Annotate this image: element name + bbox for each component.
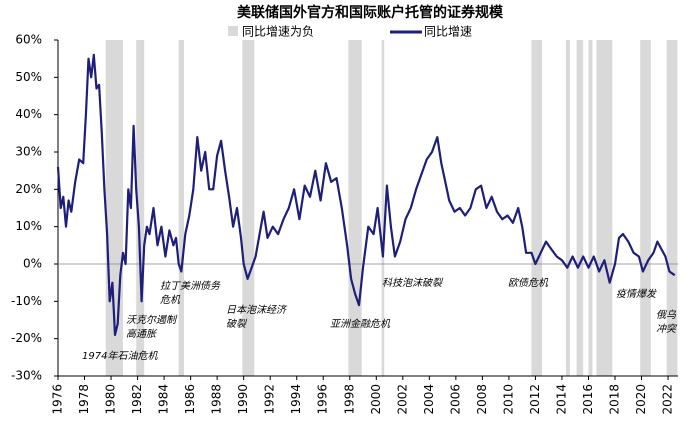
x-tick-label: 1976 xyxy=(51,384,65,415)
y-tick-label: 40% xyxy=(15,107,42,121)
chart-title: 美联储国外官方和国际账户托管的证券规模 xyxy=(237,4,504,21)
y-tick-label: 20% xyxy=(15,182,42,196)
x-tick-label: 2012 xyxy=(528,384,542,415)
x-tick-label: 1982 xyxy=(130,384,144,415)
negative-period xyxy=(588,40,593,376)
x-tick-label: 1990 xyxy=(236,384,250,415)
negative-period xyxy=(381,40,385,376)
y-tick-label: 0% xyxy=(23,257,42,271)
legend-label: 同比增速 xyxy=(424,25,472,39)
y-tick-label: 60% xyxy=(15,33,42,47)
negative-period xyxy=(596,40,613,376)
annotation: 俄乌 xyxy=(656,309,677,321)
y-tick-label: 50% xyxy=(15,70,42,84)
annotation: 破裂 xyxy=(226,318,248,330)
annotation: 危机 xyxy=(160,294,181,306)
x-tick-label: 1986 xyxy=(183,384,197,415)
annotation: 欧债危机 xyxy=(508,277,549,289)
annotation: 沃克尔遏制 xyxy=(126,314,178,326)
annotation: 冲突 xyxy=(656,323,678,335)
negative-period xyxy=(576,40,584,376)
annotation: 日本泡沫经济 xyxy=(226,304,288,316)
x-tick-label: 2020 xyxy=(634,384,648,415)
negative-period xyxy=(666,40,678,376)
x-tick-label: 2016 xyxy=(581,384,595,415)
x-tick-label: 2000 xyxy=(369,384,383,415)
negative-period xyxy=(640,40,651,376)
y-tick-label: -20% xyxy=(11,331,42,345)
y-tick-label: 30% xyxy=(15,145,42,159)
line-series xyxy=(56,53,676,336)
annotation: 亚洲金融危机 xyxy=(330,318,391,330)
annotation: 科技泡沫破裂 xyxy=(382,277,444,289)
legend-label: 同比增速为负 xyxy=(242,25,314,39)
negative-period xyxy=(565,40,570,376)
annotation: 疫情爆发 xyxy=(616,288,657,300)
x-tick-label: 1996 xyxy=(316,384,330,415)
x-tick-label: 1988 xyxy=(210,384,224,415)
y-tick-label: -10% xyxy=(11,294,42,308)
x-tick-label: 1984 xyxy=(157,384,171,415)
x-tick-label: 2004 xyxy=(422,384,436,415)
x-tick-label: 2014 xyxy=(554,384,568,415)
x-tick-label: 2018 xyxy=(608,384,622,415)
y-tick-label: 10% xyxy=(15,219,42,233)
x-tick-label: 1978 xyxy=(77,384,91,415)
annotation: 1974年石油危机 xyxy=(82,350,158,362)
x-tick-label: 2008 xyxy=(475,384,489,415)
annotation: 拉丁美洲债务 xyxy=(160,280,221,292)
x-tick-label: 1994 xyxy=(289,384,303,415)
x-tick-label: 2006 xyxy=(448,384,462,415)
y-tick-label: -30% xyxy=(11,369,42,383)
negative-period xyxy=(178,40,184,376)
x-tick-label: 1992 xyxy=(263,384,277,415)
annotation: 高通胀 xyxy=(126,328,158,340)
x-tick-label: 1998 xyxy=(342,384,356,415)
negative-period xyxy=(242,40,255,376)
negative-period xyxy=(348,40,362,376)
x-tick-label: 1980 xyxy=(104,384,118,415)
negative-period xyxy=(531,40,543,376)
x-tick-label: 2002 xyxy=(395,384,409,415)
x-tick-label: 2022 xyxy=(661,384,675,415)
x-tick-label: 2010 xyxy=(501,384,515,415)
negative-period xyxy=(136,40,145,376)
legend-swatch xyxy=(228,26,238,36)
